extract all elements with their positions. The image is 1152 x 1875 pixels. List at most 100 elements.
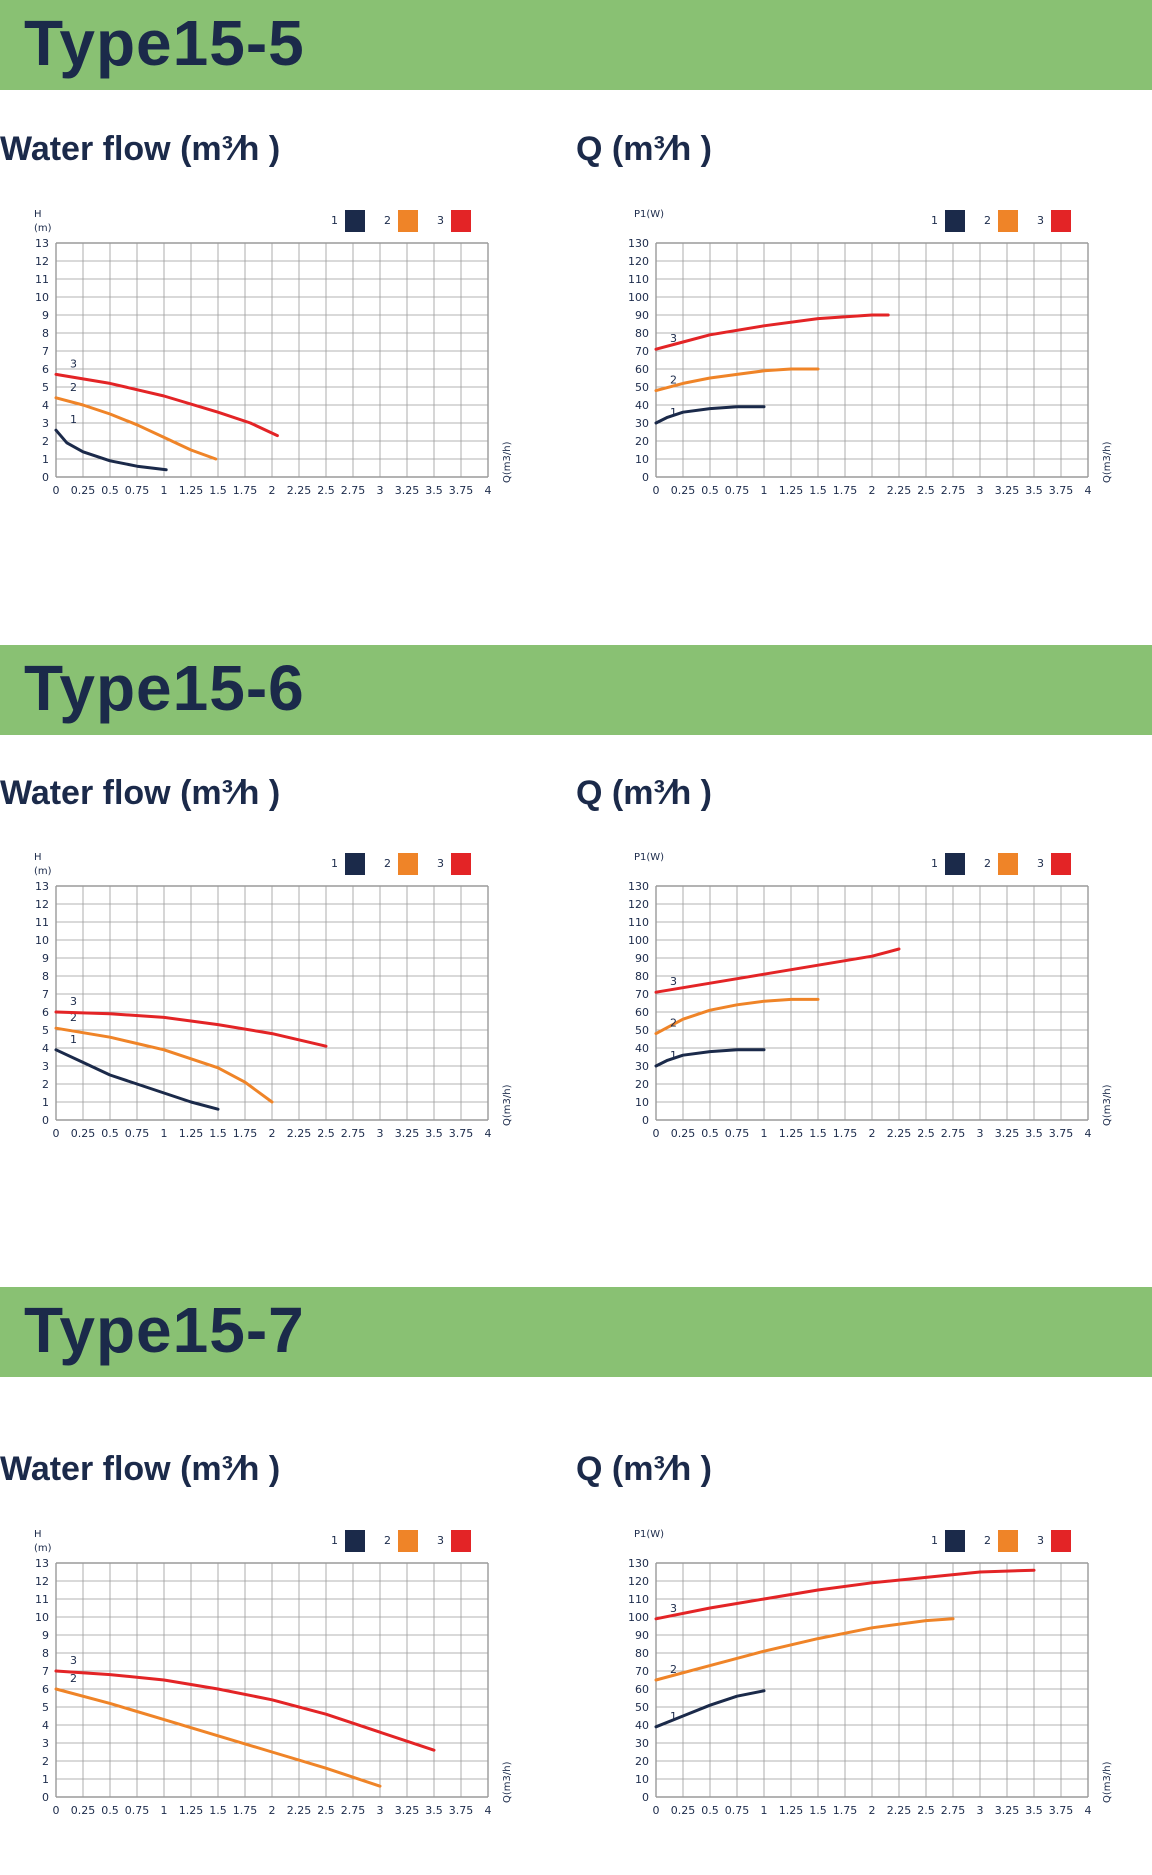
y-tick-label: 100 bbox=[628, 291, 649, 304]
y-tick-label: 6 bbox=[42, 1006, 49, 1019]
water-flow-label-2: Water flow (m³⁄h ) bbox=[0, 774, 281, 812]
x-tick-label: 2.5 bbox=[317, 484, 335, 497]
legend-label: 2 bbox=[384, 857, 391, 870]
y-tick-label: 130 bbox=[628, 880, 649, 893]
x-tick-label: 0.25 bbox=[71, 1127, 96, 1140]
legend-swatch bbox=[451, 210, 471, 232]
section-title-2: Type15-6 bbox=[24, 652, 305, 724]
series-line-3 bbox=[654, 1568, 1036, 1621]
y-tick-label: 10 bbox=[635, 453, 649, 466]
y-tick-label: 2 bbox=[42, 1755, 49, 1768]
x-tick-label: 2.75 bbox=[941, 1127, 966, 1140]
x-tick-label: 1.5 bbox=[209, 1804, 227, 1817]
x-tick-label: 2 bbox=[869, 1127, 876, 1140]
x-tick-label: 3.25 bbox=[395, 1127, 420, 1140]
x-tick-label: 2 bbox=[269, 1804, 276, 1817]
curve-label-2: 2 bbox=[670, 1663, 677, 1676]
curve-label-1: 1 bbox=[70, 1033, 77, 1046]
x-tick-label: 1.25 bbox=[179, 1804, 204, 1817]
legend-swatch bbox=[1051, 210, 1071, 232]
curve-label-1: 1 bbox=[70, 413, 77, 426]
y-tick-label: 50 bbox=[635, 1024, 649, 1037]
x-tick-label: 1 bbox=[761, 1127, 768, 1140]
y-tick-label: 60 bbox=[635, 1683, 649, 1696]
y-tick-label: 10 bbox=[635, 1773, 649, 1786]
y-tick-label: 30 bbox=[635, 1060, 649, 1073]
series-line-1 bbox=[54, 1048, 220, 1111]
y-tick-label: 8 bbox=[42, 327, 49, 340]
x-tick-label: 0.5 bbox=[101, 1804, 119, 1817]
y-axis-label: H bbox=[34, 1529, 42, 1540]
x-tick-label: 1.75 bbox=[233, 484, 258, 497]
y-tick-label: 11 bbox=[35, 916, 49, 929]
x-tick-label: 1.75 bbox=[833, 1127, 858, 1140]
water-flow-label-1: Water flow (m³⁄h ) bbox=[0, 130, 281, 168]
y-tick-label: 90 bbox=[635, 1629, 649, 1642]
series-line-3 bbox=[654, 313, 890, 351]
y-tick-label: 7 bbox=[42, 1665, 49, 1678]
y-tick-label: 5 bbox=[42, 1701, 49, 1714]
y-axis-label: P1(W) bbox=[634, 1529, 664, 1540]
x-tick-label: 3.5 bbox=[425, 1804, 443, 1817]
x-tick-label: 0 bbox=[653, 484, 660, 497]
curve-label-3: 3 bbox=[70, 1654, 77, 1667]
x-tick-label: 2.25 bbox=[887, 484, 912, 497]
y-tick-label: 100 bbox=[628, 1611, 649, 1624]
series-line-1 bbox=[654, 1048, 766, 1068]
legend-label: 1 bbox=[931, 857, 938, 870]
legend-label: 2 bbox=[984, 1534, 991, 1547]
y-tick-label: 50 bbox=[635, 381, 649, 394]
x-tick-label: 1.5 bbox=[809, 1127, 827, 1140]
y-axis-unit-label: (m) bbox=[34, 223, 52, 234]
y-tick-label: 0 bbox=[42, 471, 49, 484]
x-tick-label: 3 bbox=[377, 1127, 384, 1140]
y-tick-label: 12 bbox=[35, 1575, 49, 1588]
y-axis-label: P1(W) bbox=[634, 852, 664, 863]
x-tick-label: 1.5 bbox=[209, 1127, 227, 1140]
series-line-3 bbox=[54, 1669, 436, 1752]
x-tick-label: 1 bbox=[161, 1804, 168, 1817]
legend-swatch bbox=[945, 210, 965, 232]
y-tick-label: 9 bbox=[42, 952, 49, 965]
section-title-3: Type15-7 bbox=[24, 1294, 305, 1366]
y-tick-label: 11 bbox=[35, 273, 49, 286]
x-tick-label: 0.25 bbox=[671, 1804, 696, 1817]
x-tick-label: 2 bbox=[869, 1804, 876, 1817]
legend-swatch bbox=[945, 1530, 965, 1552]
y-axis-label: H bbox=[34, 852, 42, 863]
y-tick-label: 130 bbox=[628, 237, 649, 250]
series-line-2 bbox=[654, 997, 820, 1036]
y-tick-label: 80 bbox=[635, 1647, 649, 1660]
y-tick-label: 6 bbox=[42, 1683, 49, 1696]
curve-label-1: 1 bbox=[670, 1710, 677, 1723]
legend-swatch bbox=[451, 1530, 471, 1552]
curve-label-2: 2 bbox=[70, 1672, 77, 1685]
x-tick-label: 2.75 bbox=[941, 484, 966, 497]
legend-label: 3 bbox=[1037, 857, 1044, 870]
curve-label-1: 1 bbox=[670, 406, 677, 419]
y-tick-label: 1 bbox=[42, 1773, 49, 1786]
y-tick-label: 9 bbox=[42, 309, 49, 322]
series-line-1 bbox=[654, 1689, 766, 1729]
section-banner-3: Type15-7 bbox=[0, 1287, 1152, 1377]
y-tick-label: 10 bbox=[35, 291, 49, 304]
legend-label: 1 bbox=[331, 857, 338, 870]
x-tick-label: 3.5 bbox=[425, 1127, 443, 1140]
legend-label: 3 bbox=[437, 1534, 444, 1547]
y-tick-label: 10 bbox=[635, 1096, 649, 1109]
x-tick-label: 1.5 bbox=[809, 1804, 827, 1817]
series-line-2 bbox=[654, 1617, 955, 1682]
x-tick-label: 4 bbox=[485, 484, 492, 497]
x-tick-label: 1 bbox=[161, 1127, 168, 1140]
x-tick-label: 0 bbox=[653, 1127, 660, 1140]
x-tick-label: 0.75 bbox=[125, 1804, 150, 1817]
y-tick-label: 20 bbox=[635, 1078, 649, 1091]
legend-label: 3 bbox=[437, 857, 444, 870]
x-tick-label: 0.5 bbox=[701, 1127, 719, 1140]
section-title-1: Type15-5 bbox=[24, 7, 305, 79]
y-tick-label: 8 bbox=[42, 1647, 49, 1660]
x-tick-label: 2.25 bbox=[287, 1127, 312, 1140]
x-tick-label: 1.25 bbox=[179, 1127, 204, 1140]
